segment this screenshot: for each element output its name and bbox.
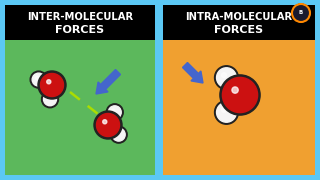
Circle shape bbox=[220, 75, 260, 115]
Circle shape bbox=[222, 77, 258, 113]
Text: INTRA-MOLECULAR: INTRA-MOLECULAR bbox=[185, 12, 292, 22]
Circle shape bbox=[97, 113, 120, 136]
Circle shape bbox=[116, 131, 119, 135]
Circle shape bbox=[217, 68, 236, 87]
Circle shape bbox=[108, 106, 121, 119]
Bar bbox=[163, 5, 315, 175]
Bar bbox=[163, 5, 315, 40]
FancyArrow shape bbox=[182, 62, 203, 83]
Text: FORCES: FORCES bbox=[214, 25, 264, 35]
Circle shape bbox=[217, 102, 236, 122]
Text: INTER-MOLECULAR: INTER-MOLECULAR bbox=[27, 12, 133, 22]
Bar bbox=[22, 21, 138, 39]
Circle shape bbox=[44, 93, 56, 106]
Bar bbox=[182, 21, 298, 39]
Bar bbox=[5, 5, 155, 40]
Circle shape bbox=[47, 80, 51, 84]
Circle shape bbox=[42, 91, 59, 108]
Circle shape bbox=[103, 120, 107, 124]
Circle shape bbox=[36, 76, 39, 80]
Circle shape bbox=[30, 71, 47, 88]
Circle shape bbox=[221, 107, 227, 112]
Circle shape bbox=[292, 4, 310, 22]
Circle shape bbox=[214, 100, 238, 124]
Circle shape bbox=[41, 73, 63, 96]
Circle shape bbox=[232, 87, 238, 93]
Text: B: B bbox=[299, 10, 303, 15]
Circle shape bbox=[32, 73, 45, 86]
Circle shape bbox=[38, 71, 66, 99]
Circle shape bbox=[214, 66, 238, 90]
Circle shape bbox=[221, 73, 227, 78]
Circle shape bbox=[110, 126, 127, 143]
Text: FORCES: FORCES bbox=[55, 25, 105, 35]
Circle shape bbox=[106, 104, 123, 121]
Circle shape bbox=[94, 111, 122, 139]
FancyArrow shape bbox=[96, 69, 120, 94]
Circle shape bbox=[47, 96, 50, 99]
Circle shape bbox=[112, 109, 115, 112]
Circle shape bbox=[112, 128, 125, 141]
Bar bbox=[5, 5, 155, 175]
